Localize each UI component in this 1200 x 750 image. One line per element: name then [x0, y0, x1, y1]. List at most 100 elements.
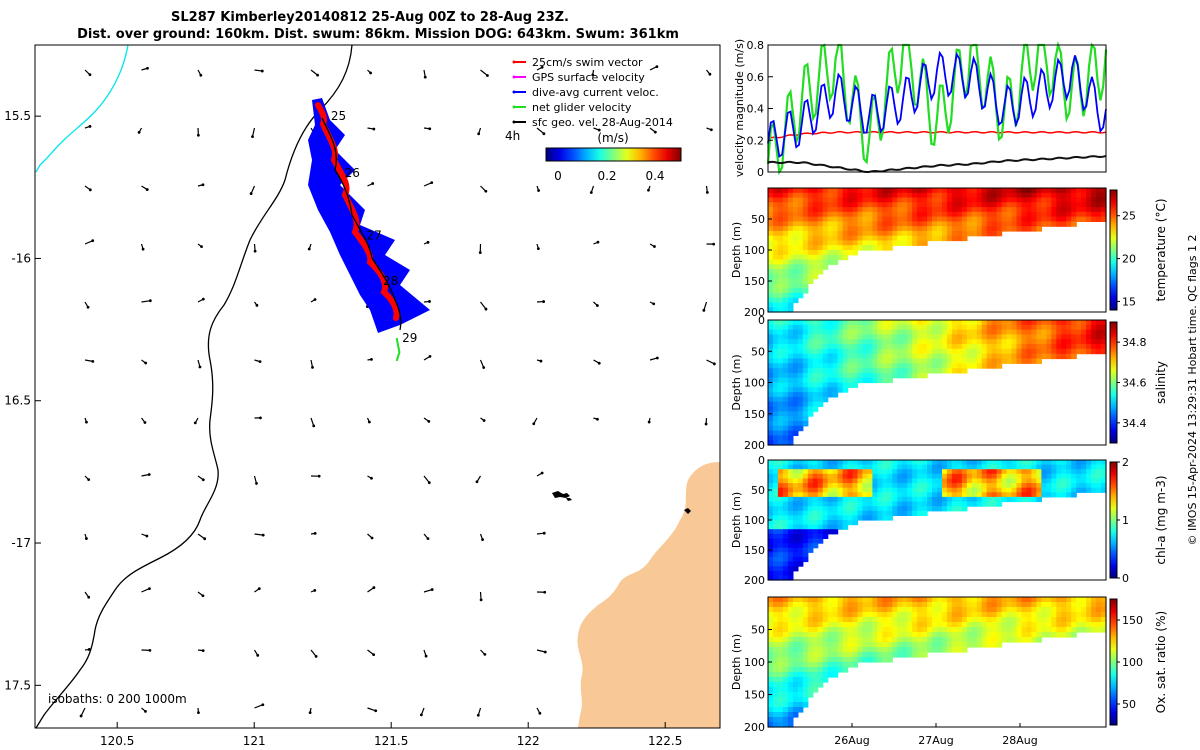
- section-cell: [1076, 344, 1082, 350]
- section-cell: [1001, 207, 1008, 213]
- section-cell: [812, 460, 819, 466]
- velocity-yticks: 00.20.40.60.8: [747, 39, 773, 179]
- section-cell: [817, 677, 824, 683]
- section-cell: [842, 216, 849, 222]
- section-cell: [917, 652, 923, 658]
- section-cell: [777, 188, 784, 194]
- section-cell: [1016, 469, 1023, 475]
- section-cell: [887, 602, 893, 608]
- section-cell: [768, 642, 774, 648]
- section-cell: [773, 416, 779, 422]
- geo-velocity-arrowhead: [427, 481, 431, 485]
- section-cell: [797, 278, 804, 284]
- section-cell: [1016, 320, 1023, 326]
- section-cell: [961, 632, 968, 638]
- section-cell: [942, 612, 948, 618]
- section-cell: [807, 202, 814, 208]
- section-cell: [976, 637, 983, 643]
- section-cell: [942, 324, 948, 331]
- section-cell: [817, 202, 824, 208]
- section-cell: [991, 339, 998, 345]
- section-cell: [946, 207, 953, 213]
- geo-velocity-arrowhead: [88, 125, 92, 128]
- section-cell: [946, 339, 953, 345]
- map-xtick-label: 120.5: [100, 734, 134, 748]
- section-cell: [792, 697, 799, 703]
- section-cell: [1021, 207, 1028, 213]
- section-cell: [797, 226, 804, 232]
- section-cell: [822, 382, 829, 388]
- section-cell: [951, 211, 958, 218]
- section-cell: [1071, 216, 1077, 222]
- section-cell: [832, 259, 839, 265]
- section-cell: [1086, 197, 1092, 203]
- section-cell: [867, 221, 873, 227]
- section-cell: [902, 642, 908, 648]
- section-cell: [792, 597, 799, 603]
- section-cell: [1081, 320, 1087, 326]
- section-cell: [787, 575, 794, 581]
- section-cell: [991, 230, 998, 237]
- section-cell: [1001, 469, 1008, 475]
- section-cell: [802, 682, 809, 688]
- section-cell: [832, 478, 839, 484]
- section-cell: [768, 702, 774, 708]
- section-cell: [837, 602, 844, 608]
- section-cell: [1041, 188, 1047, 194]
- section-cell: [792, 612, 799, 618]
- section-cell: [792, 334, 799, 340]
- section-cell: [1021, 324, 1028, 331]
- section-cell: [797, 667, 804, 673]
- section-cell: [867, 334, 873, 340]
- section-cell: [817, 682, 824, 688]
- section-cell: [1051, 473, 1057, 479]
- section-cell: [807, 211, 814, 218]
- section-cell: [857, 469, 864, 475]
- section-cell: [1091, 329, 1097, 335]
- section-cell: [782, 324, 789, 331]
- section-cell: [927, 647, 933, 653]
- section-cell: [857, 496, 864, 503]
- section-cell: [782, 501, 789, 507]
- section-cell: [847, 368, 854, 374]
- section-cell: [991, 602, 998, 608]
- section-cell: [986, 230, 993, 237]
- section-cell: [792, 216, 799, 222]
- section-ytick-label: 200: [744, 306, 765, 319]
- section-cell: [768, 358, 774, 364]
- date-axis: 26Aug 27Aug 28Aug: [834, 723, 1038, 747]
- section-cell: [802, 344, 809, 350]
- isobath-line: [35, 44, 353, 729]
- section-cell: [996, 632, 1003, 638]
- section-cell: [822, 652, 829, 658]
- section-cell: [777, 273, 784, 280]
- section-cell: [991, 324, 998, 331]
- section-cell: [877, 368, 883, 374]
- section-cell: [807, 632, 814, 638]
- section-cell: [1036, 353, 1042, 360]
- section-cell: [1016, 612, 1023, 618]
- section-cell: [862, 496, 868, 503]
- section-cell: [773, 647, 779, 653]
- section-cell: [782, 259, 789, 265]
- section-cell: [777, 259, 784, 265]
- section-cell: [1001, 221, 1008, 227]
- section-cell: [787, 358, 794, 364]
- section-cell: [862, 207, 868, 213]
- section-cell: [782, 288, 789, 294]
- section-cell: [847, 235, 854, 242]
- section-cell: [837, 460, 844, 466]
- section-cell: [812, 259, 819, 265]
- section-cell: [797, 387, 804, 393]
- section-cell: [782, 492, 789, 498]
- section-cell: [937, 501, 943, 507]
- section-cell: [832, 245, 839, 251]
- section-cell: [787, 292, 794, 299]
- section-cell: [777, 652, 784, 658]
- section-cell: [817, 529, 824, 535]
- section-cell: [932, 607, 938, 613]
- section-cell: [832, 240, 839, 246]
- section-cell: [946, 226, 953, 232]
- section-cell: [792, 421, 799, 427]
